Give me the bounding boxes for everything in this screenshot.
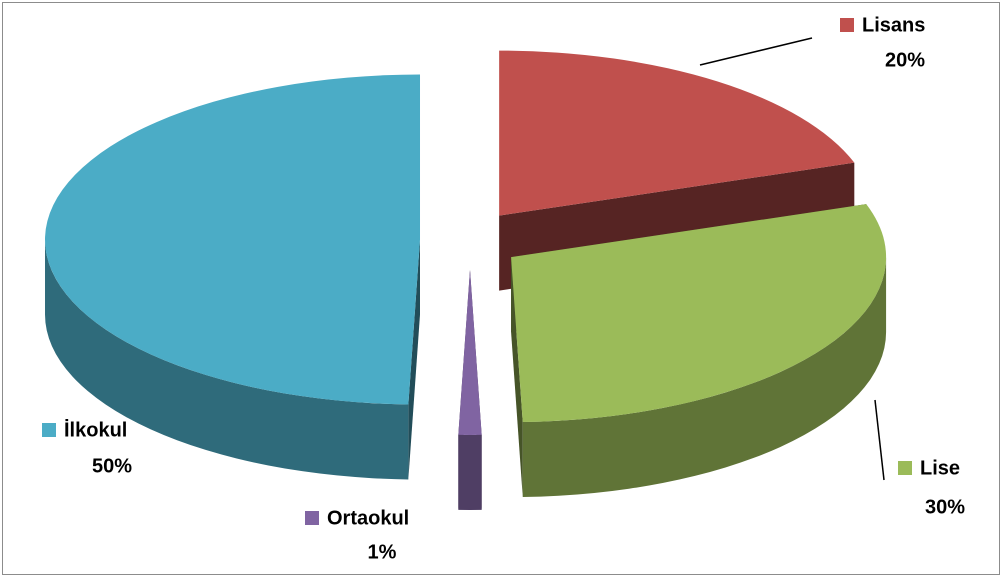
- value-label: 50%: [92, 455, 132, 477]
- slice-wall: [522, 257, 887, 498]
- slice: [499, 50, 855, 216]
- legend-key: [898, 461, 912, 475]
- category-label: İlkokul: [64, 418, 127, 441]
- slice-side: [511, 257, 523, 498]
- category-label: Ortaokul: [327, 507, 409, 529]
- value-label: 1%: [368, 541, 397, 563]
- value-label: 30%: [925, 496, 965, 518]
- slice: [511, 204, 887, 423]
- legend-key: [305, 511, 319, 525]
- slice-wall: [45, 239, 409, 480]
- value-label: 20%: [885, 49, 925, 71]
- leader-line: [699, 37, 813, 66]
- category-label: Lisans: [862, 14, 925, 36]
- leader-line: [874, 399, 885, 481]
- legend-key: [42, 423, 56, 437]
- legend-key: [840, 18, 854, 32]
- slice: [458, 270, 482, 436]
- slice-side: [408, 239, 421, 480]
- slice: [45, 74, 421, 405]
- category-label: Lise: [920, 457, 960, 479]
- slice-wall: [458, 434, 482, 510]
